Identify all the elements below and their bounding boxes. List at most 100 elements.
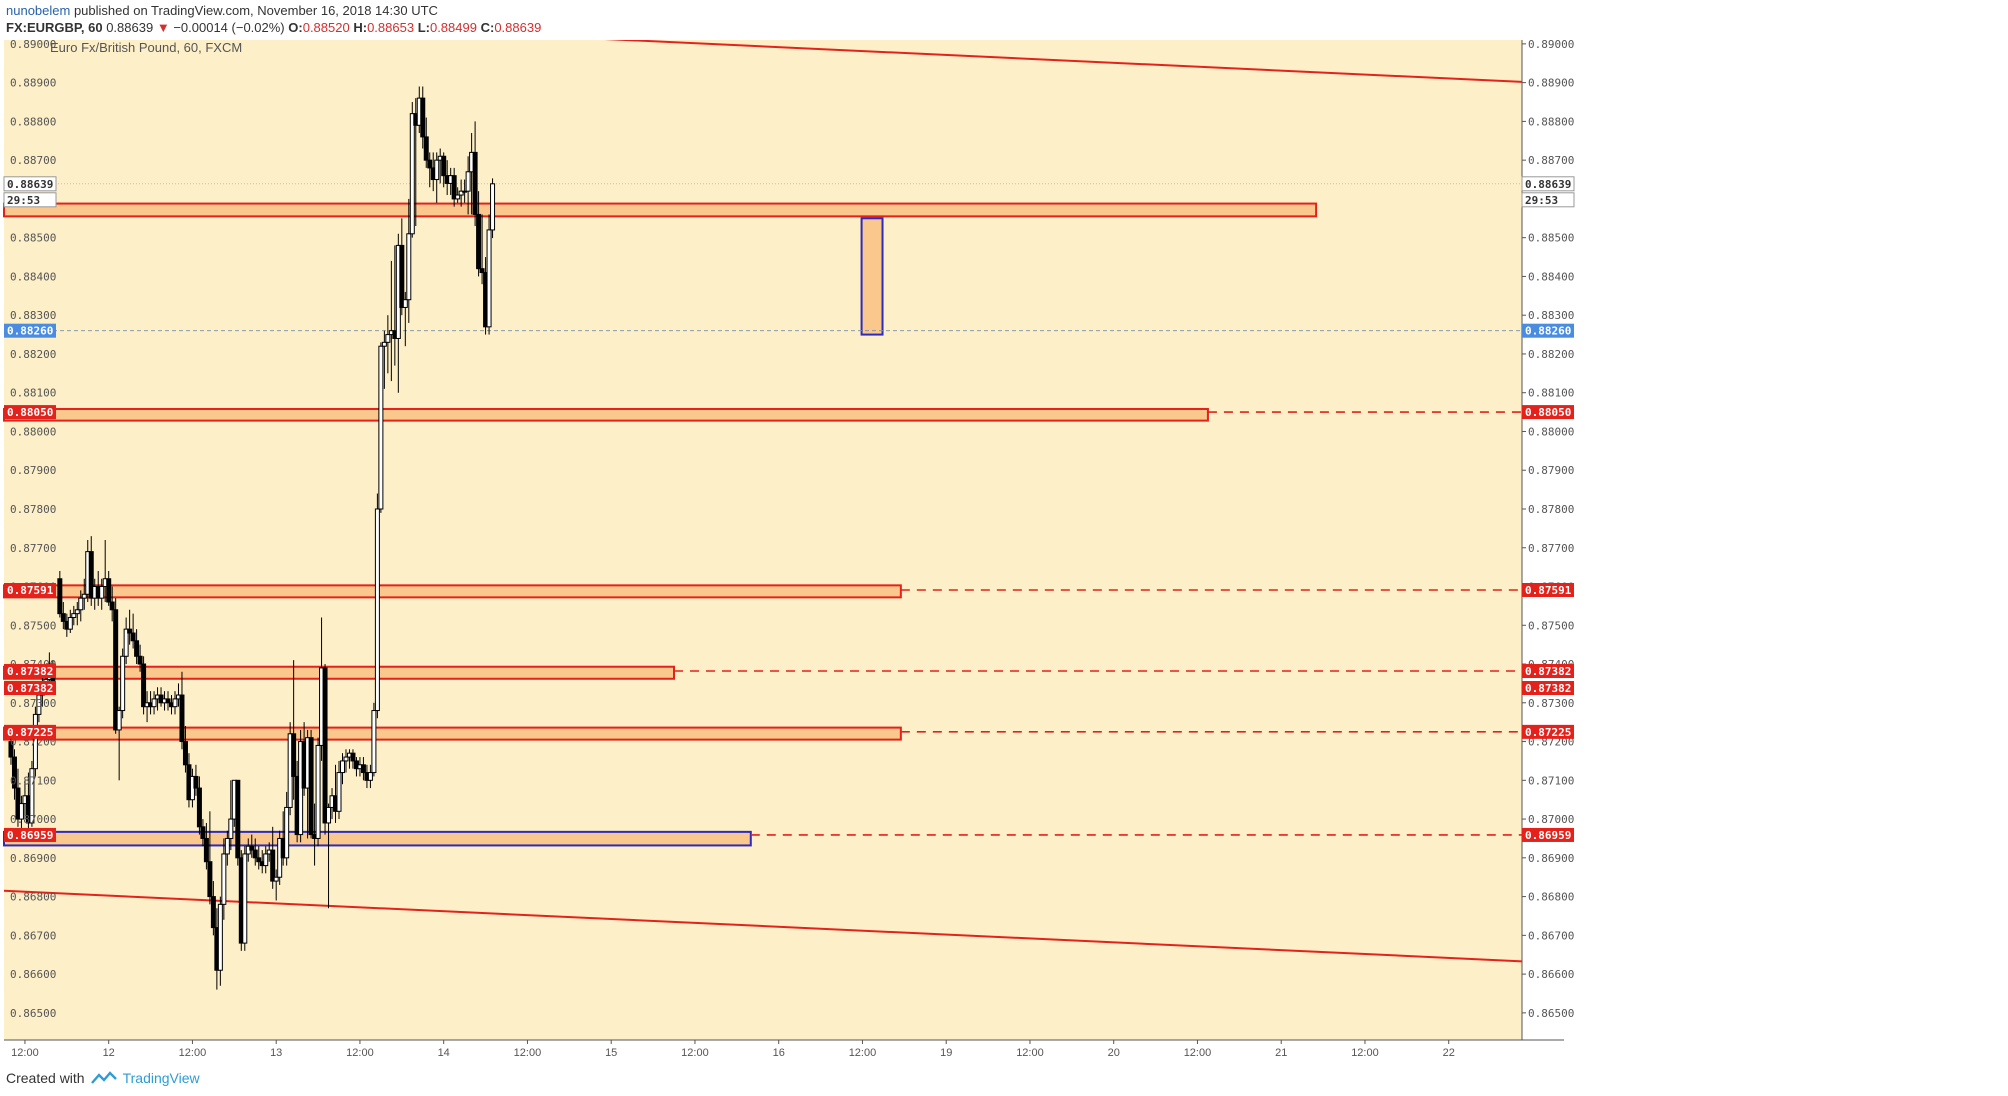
zone-blue-6[interactable] (860, 217, 884, 336)
y-tick-label-right-0: 0.89000 (1528, 40, 1574, 51)
candle-body-123 (441, 155, 447, 177)
candle-body-106 (381, 341, 387, 347)
symbol-label: FX:EURGBP, 60 (6, 20, 103, 35)
candle-body-30 (116, 710, 122, 731)
candle-body-95 (343, 756, 349, 762)
x-tick-label-6: 12:00 (514, 1047, 542, 1059)
x-tick-label-3: 13 (270, 1047, 282, 1059)
y-tick-label-right-13: 0.87700 (1528, 542, 1574, 555)
zone-red-0[interactable] (3, 202, 1318, 218)
candle-body-20 (81, 593, 87, 599)
zone-red-1[interactable] (3, 407, 1209, 422)
price-tag-3-right (1522, 664, 1574, 679)
candle-body-33 (127, 628, 133, 634)
candle-body-133 (476, 213, 482, 270)
candle-body-129 (462, 190, 468, 193)
candle-body-111 (399, 244, 405, 308)
candle-body-57 (210, 896, 216, 929)
candle-body-107 (385, 334, 391, 343)
high-label: H: (353, 20, 368, 35)
ohlc-line: FX:EURGBP, 60 0.88639 ▼ −0.00014 (−0.02%… (6, 19, 541, 36)
candle-body-103 (371, 710, 377, 774)
x-tick-label-7: 15 (605, 1047, 617, 1059)
x-tick-label-16: 12:00 (1351, 1047, 1379, 1059)
y-tick-label-left-24: 0.86600 (10, 968, 56, 981)
y-tick-label-left-12: 0.87800 (10, 503, 56, 516)
price-tag-0-right (1522, 323, 1574, 338)
change-value: −0.00014 (−0.02%) (173, 20, 285, 35)
candle-body-16 (67, 617, 73, 630)
candle-body-112 (402, 299, 408, 308)
candle-body-137 (490, 183, 496, 231)
x-tick-label-10: 12:00 (849, 1047, 877, 1059)
candle-body-14 (60, 613, 66, 622)
candle-body-117 (420, 97, 426, 138)
y-tick-label-left-25: 0.86500 (10, 1007, 56, 1020)
current-price-tag-left (3, 176, 57, 192)
candle-body-34 (130, 632, 136, 642)
candle-body-36 (137, 655, 143, 665)
y-tick-label-right-10: 0.88000 (1528, 425, 1574, 438)
candle-body-126 (451, 175, 457, 200)
publish-line: nunobelem published on TradingView.com, … (6, 2, 541, 19)
candle-body-17 (71, 613, 77, 619)
candlestick-chart[interactable]: Euro Fx/British Pound, 60, FXCM 0.890000.… (0, 40, 2008, 1066)
high-value: 0.88653 (367, 20, 415, 35)
y-tick-label-right-1: 0.88900 (1528, 77, 1574, 90)
candle-body-75 (273, 876, 279, 882)
candle-body-128 (458, 190, 464, 196)
price-tag-5-text-left: 0.87225 (7, 726, 53, 739)
candle-body-78 (284, 806, 290, 859)
x-tick-label-9: 16 (773, 1047, 785, 1059)
candle-body-93 (336, 772, 342, 812)
low-label: L: (417, 20, 430, 35)
y-tick-label-right-17: 0.87300 (1528, 697, 1574, 710)
price-tag-3-text-left: 0.87382 (7, 665, 53, 678)
y-tick-label-right-15: 0.87500 (1528, 619, 1574, 632)
created-with-label: Created with (6, 1070, 85, 1086)
candle-body-6 (29, 768, 35, 824)
candle-body-130 (465, 171, 471, 192)
price-tag-6-left (4, 827, 56, 842)
x-tick-label-1: 12 (103, 1047, 115, 1059)
candle-body-136 (486, 229, 492, 328)
author-link[interactable]: nunobelem (6, 3, 71, 18)
open-value: 0.88520 (302, 20, 350, 35)
price-tag-5-text-right: 0.87225 (1525, 726, 1571, 739)
candle-body-74 (270, 849, 276, 882)
candle-body-97 (350, 752, 356, 762)
trendline-0[interactable] (543, 40, 1523, 83)
price-tag-1-left (4, 405, 56, 420)
trendline-1[interactable] (3, 889, 1523, 963)
price-tag-5-right (1522, 724, 1574, 739)
candle-body-127 (455, 194, 461, 200)
zone-red-2[interactable] (3, 584, 902, 599)
tradingview-link[interactable]: TradingView (122, 1070, 200, 1086)
candle-body-54 (200, 826, 206, 839)
low-value: 0.88499 (429, 20, 477, 35)
price-tag-6-right (1522, 827, 1574, 842)
candle-body-68 (249, 845, 255, 851)
candle-body-46 (172, 698, 178, 708)
candle-body-37 (141, 663, 147, 708)
chart-header: nunobelem published on TradingView.com, … (6, 2, 541, 36)
zone-red-3[interactable] (3, 665, 676, 680)
candle-body-35 (134, 640, 140, 657)
price-tag-3-text-right: 0.87382 (1525, 665, 1571, 678)
y-tick-label-right-12: 0.87800 (1528, 503, 1574, 516)
candle-body-64 (235, 779, 241, 859)
x-tick-label-4: 12:00 (346, 1047, 374, 1059)
zone-red-4[interactable] (3, 726, 902, 741)
candle-body-100 (360, 764, 366, 774)
candle-body-94 (339, 760, 345, 774)
candle-body-80 (291, 733, 297, 777)
candle-body-87 (315, 744, 321, 839)
y-tick-label-left-20: 0.87000 (10, 813, 56, 826)
y-tick-label-left-22: 0.86800 (10, 891, 56, 904)
y-tick-label-right-7: 0.88300 (1528, 309, 1574, 322)
price-tag-6-text-right: 0.86959 (1525, 829, 1571, 842)
x-tick-label-11: 19 (940, 1047, 952, 1059)
zone-blue-5[interactable] (3, 830, 752, 847)
countdown-tag-right (1521, 192, 1575, 208)
y-tick-label-right-19: 0.87100 (1528, 774, 1574, 787)
